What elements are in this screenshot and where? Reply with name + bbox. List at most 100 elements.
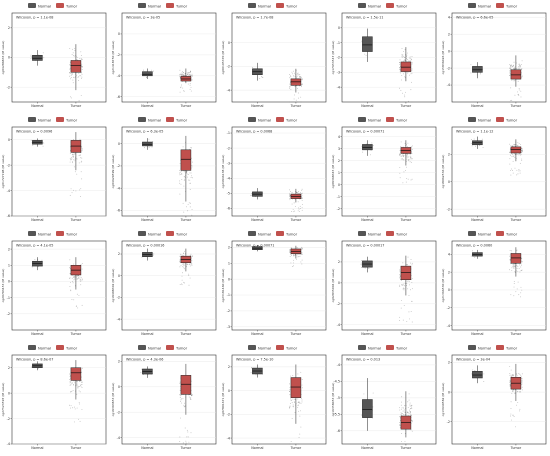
data-point <box>74 408 76 410</box>
data-point <box>190 177 192 178</box>
data-point <box>297 72 299 74</box>
data-point <box>182 442 184 444</box>
legend-swatch-normal <box>358 231 366 236</box>
data-point <box>518 63 520 65</box>
data-point <box>70 391 72 393</box>
legend-label-normal: Normal <box>478 119 491 123</box>
data-point <box>250 371 252 373</box>
x-tick-label: Normal <box>31 218 43 222</box>
data-point <box>188 264 190 266</box>
data-point <box>73 55 75 57</box>
data-point <box>400 154 402 156</box>
data-point <box>399 153 401 155</box>
data-point <box>78 295 80 296</box>
data-point <box>372 392 374 394</box>
data-point <box>516 268 518 269</box>
data-point <box>510 64 512 66</box>
data-point <box>291 418 293 420</box>
data-point <box>188 273 190 275</box>
data-point <box>402 285 404 287</box>
data-point <box>298 208 300 210</box>
legend-label-normal: Normal <box>368 5 381 9</box>
data-point <box>179 383 181 384</box>
data-point <box>518 391 520 393</box>
y-tick-label: 2 <box>448 270 450 274</box>
box-normal <box>361 28 373 62</box>
data-point <box>509 385 511 387</box>
data-point <box>294 210 296 212</box>
data-point <box>79 279 81 281</box>
data-point <box>521 149 523 151</box>
data-point <box>512 265 514 267</box>
y-axis-label: cg01727198 (M value) <box>1 155 5 189</box>
data-point <box>512 375 514 377</box>
data-point <box>404 96 406 98</box>
data-point <box>73 276 75 278</box>
data-point <box>407 407 409 408</box>
data-point <box>510 413 512 415</box>
box-tumor <box>179 68 193 93</box>
data-point <box>190 86 192 88</box>
data-point <box>368 268 370 270</box>
data-point <box>190 397 192 399</box>
data-point <box>301 399 303 401</box>
data-point <box>81 278 83 280</box>
data-point <box>71 73 73 75</box>
data-point <box>470 72 472 74</box>
data-point <box>521 373 523 375</box>
data-point <box>76 393 78 395</box>
stat-label: Wilcoxon, p = 3e-04 <box>456 358 490 362</box>
data-point <box>78 101 80 103</box>
data-point <box>188 441 190 443</box>
data-point <box>290 254 292 256</box>
data-point <box>184 405 186 407</box>
data-point <box>37 368 39 370</box>
data-point <box>72 390 74 391</box>
data-point <box>183 265 185 267</box>
data-point <box>411 161 413 163</box>
boxplot-panel: Normal Tumor -4 -2 0 2 4 Wilcoxon, p = 0.0060 cg… <box>441 231 547 336</box>
data-point <box>399 422 400 424</box>
legend: Normal Tumor <box>138 345 188 351</box>
data-point <box>298 191 299 193</box>
data-point <box>69 381 71 382</box>
y-tick-label: -5.5 <box>333 413 340 417</box>
legend: Normal Tumor <box>248 3 298 9</box>
data-point <box>292 398 294 400</box>
legend-label-normal: Normal <box>258 5 271 9</box>
data-point <box>186 172 188 174</box>
data-point <box>511 155 513 157</box>
data-point <box>401 284 402 286</box>
data-point <box>69 158 71 159</box>
data-point <box>188 275 190 277</box>
stat-label: Wilcoxon, p = 0.00071 <box>346 130 384 134</box>
data-point <box>516 174 518 176</box>
data-point <box>521 386 523 388</box>
x-tick-label: Tumor <box>180 446 192 450</box>
data-point <box>251 367 253 369</box>
data-point <box>78 100 80 102</box>
data-point <box>179 182 181 184</box>
legend-label-tumor: Tumor <box>285 233 298 237</box>
plot-area <box>451 240 547 331</box>
data-point <box>516 249 518 251</box>
iqr-box <box>32 55 43 61</box>
y-axis-label: cg07801671 (M value) <box>221 383 225 417</box>
legend-label-normal: Normal <box>258 233 271 237</box>
legend-label-normal: Normal <box>38 119 51 123</box>
plot-area <box>121 126 217 217</box>
data-point <box>400 79 402 81</box>
legend-swatch-normal <box>248 3 256 8</box>
data-point <box>142 374 144 376</box>
data-point <box>509 70 510 72</box>
data-point <box>404 282 406 284</box>
data-point <box>296 443 298 445</box>
data-point <box>259 77 261 79</box>
data-point <box>77 277 79 279</box>
data-point <box>184 215 185 217</box>
boxplot-panel: Normal Tumor -4 -2 0 2 Wilcoxon, p = 0.00017 cg… <box>331 231 437 336</box>
y-tick-label: 0 <box>228 41 230 45</box>
data-point <box>261 76 263 78</box>
data-point <box>403 51 404 52</box>
box-normal <box>470 249 483 259</box>
